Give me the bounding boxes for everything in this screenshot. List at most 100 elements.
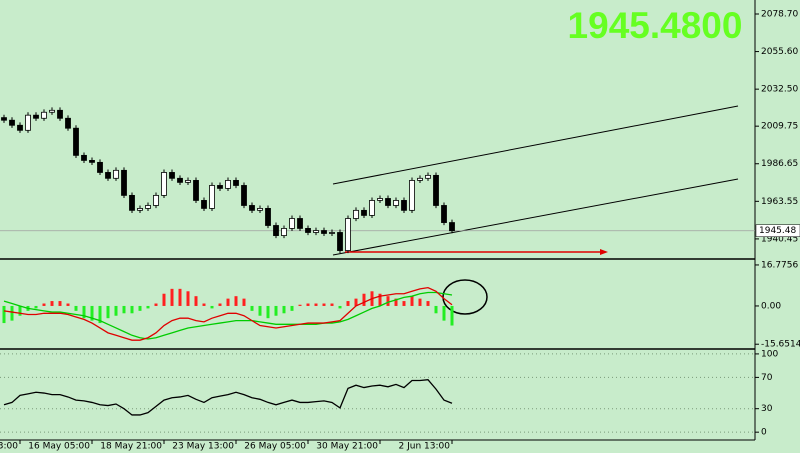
histogram-bar [74, 305, 78, 311]
arrow-head [600, 249, 608, 255]
candle-body [377, 198, 383, 201]
histogram-bar [426, 301, 430, 306]
y-tick-label: -15.6514 [761, 340, 800, 350]
candle-body [153, 194, 159, 206]
y-tick-label: 2032.50 [761, 85, 798, 95]
x-tick-label: 23 May 13:00 [172, 442, 234, 452]
histogram-bar [450, 305, 454, 326]
candle-body [169, 172, 175, 179]
y-tick-label: 1986.65 [761, 159, 798, 169]
candle-body [161, 172, 167, 196]
candle-body [1, 117, 7, 121]
candle-body [281, 228, 287, 236]
candle-body [33, 114, 39, 119]
candle-body [273, 225, 279, 236]
candle-body [257, 208, 263, 211]
candle-body [345, 218, 351, 251]
histogram-bar [290, 305, 294, 311]
candle-body [313, 230, 319, 233]
y-tick-label: 2055.60 [761, 47, 798, 57]
histogram-bar [330, 303, 334, 306]
histogram-bar [58, 301, 62, 306]
y-tick-label: 0.00 [761, 301, 781, 311]
signal-line [3, 291, 453, 340]
candle-body [201, 200, 207, 209]
histogram-bar [146, 305, 150, 309]
histogram-bar [266, 305, 270, 319]
candle-body [393, 200, 399, 206]
histogram-bar [322, 303, 326, 306]
histogram-bar [106, 305, 110, 319]
candle-body [369, 200, 375, 216]
histogram-bar [170, 288, 174, 306]
candle-body [385, 198, 391, 206]
histogram-bar [202, 303, 206, 306]
histogram-bar [298, 304, 302, 306]
candle-body [417, 177, 423, 181]
candle-body [41, 111, 47, 119]
candle-body [433, 174, 439, 206]
y-tick-label: 1963.55 [761, 197, 798, 207]
histogram-bar [386, 296, 390, 306]
histogram-bar [218, 303, 222, 306]
x-tick-label: 2 Jun 13:00 [399, 442, 451, 452]
candle-body [425, 174, 431, 179]
candle-body [401, 200, 407, 211]
y-tick-label: 16.7756 [761, 260, 798, 270]
candle-body [113, 169, 119, 179]
y-tick-label: 2009.75 [761, 122, 798, 132]
histogram-bar [362, 293, 366, 306]
candle-body [265, 208, 271, 226]
x-tick-label: 16 May 05:00 [28, 442, 90, 452]
histogram-bar [178, 288, 182, 306]
candle-body [177, 177, 183, 183]
x-tick-label: 30 May 21:00 [316, 442, 378, 452]
candle-body [193, 180, 199, 201]
histogram-bar [98, 305, 102, 324]
histogram-bar [42, 303, 46, 306]
candle-body [185, 180, 191, 183]
channel-line [332, 178, 739, 256]
histogram-bar [154, 303, 158, 306]
histogram-bar [90, 305, 94, 321]
candle-body [129, 194, 135, 211]
candle-body [361, 209, 367, 216]
histogram-bar [2, 305, 6, 324]
y-tick-label: 0 [761, 428, 767, 438]
histogram-bar [346, 301, 350, 306]
indicator-line [3, 379, 453, 416]
candle-body [225, 180, 231, 189]
histogram-bar [274, 305, 278, 316]
histogram-bar [394, 298, 398, 306]
last-price-label: 1945.48 [759, 226, 796, 236]
candle-body [217, 185, 223, 189]
y-tick-label: 2078.70 [761, 9, 798, 19]
y-tick-label: 100 [761, 349, 778, 359]
histogram-bar [378, 293, 382, 306]
candle-body [441, 205, 447, 223]
histogram-bar [50, 301, 54, 306]
candle-body [105, 172, 111, 179]
histogram-bar [402, 301, 406, 306]
histogram-bar [210, 305, 214, 309]
histogram-bar [66, 303, 70, 306]
histogram-bar [410, 296, 414, 306]
histogram-bar [138, 305, 142, 311]
candle-body [449, 222, 455, 232]
candle-body [329, 232, 335, 234]
histogram-bar [418, 298, 422, 306]
x-tick-label: 26 May 05:00 [244, 442, 306, 452]
histogram-bar [282, 305, 286, 314]
histogram-bar [250, 305, 254, 311]
histogram-bar [130, 305, 134, 314]
histogram-bar [186, 291, 190, 306]
histogram-bar [162, 293, 166, 306]
candle-body [49, 109, 55, 113]
x-tick-label: 18 May 21:00 [100, 442, 162, 452]
y-tick-label: 1940.45 [761, 234, 798, 244]
candle-body [121, 169, 127, 196]
candle-body [297, 218, 303, 229]
histogram-bar [338, 305, 342, 309]
